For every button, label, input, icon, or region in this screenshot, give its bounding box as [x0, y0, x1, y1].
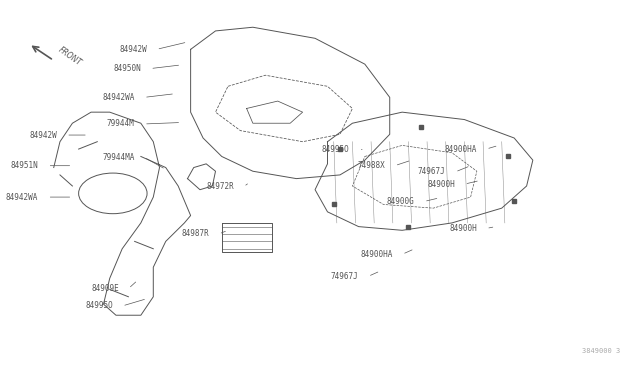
- Text: 84900H: 84900H: [449, 224, 477, 233]
- Text: 84900HA: 84900HA: [444, 145, 477, 154]
- Text: 84900G: 84900G: [387, 197, 415, 206]
- Text: 84942WA: 84942WA: [102, 93, 134, 102]
- Text: 84995O: 84995O: [85, 301, 113, 311]
- Text: 84950N: 84950N: [113, 64, 141, 73]
- Text: 74988X: 74988X: [358, 161, 385, 170]
- Text: 84972R: 84972R: [207, 182, 234, 191]
- Text: 74967J: 74967J: [418, 167, 445, 176]
- Text: FRONT: FRONT: [57, 46, 83, 68]
- Text: 84942W: 84942W: [119, 45, 147, 54]
- Text: 3849000 3: 3849000 3: [582, 348, 620, 354]
- Text: 79944MA: 79944MA: [102, 153, 134, 162]
- Text: 84987R: 84987R: [182, 230, 209, 238]
- Text: 84951N: 84951N: [10, 161, 38, 170]
- Text: 74967J: 74967J: [331, 272, 358, 281]
- Text: 84942WA: 84942WA: [6, 193, 38, 202]
- Text: 84995O: 84995O: [321, 145, 349, 154]
- Text: 79944M: 79944M: [107, 119, 134, 128]
- Text: 84900H: 84900H: [428, 180, 455, 189]
- Text: 84900HA: 84900HA: [360, 250, 393, 259]
- Text: 84909E: 84909E: [92, 284, 119, 293]
- Text: 84942W: 84942W: [29, 131, 57, 140]
